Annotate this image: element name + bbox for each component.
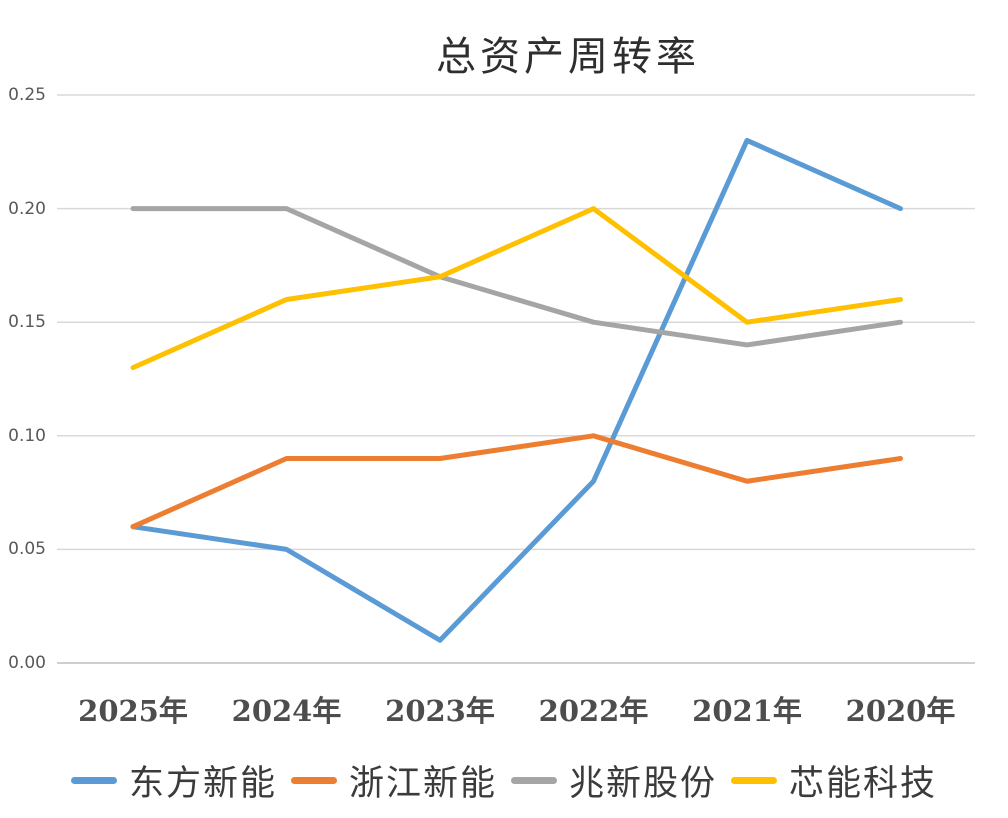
legend-swatch-icon xyxy=(70,776,117,784)
y-tick-label: 0.05 xyxy=(8,539,46,560)
x-axis-label: 2020年 xyxy=(845,694,956,728)
series-line-1 xyxy=(130,433,903,530)
legend-item-0: 东方新能 xyxy=(70,755,277,806)
legend-label: 东方新能 xyxy=(128,763,277,804)
chart-title: 总资产周转率 xyxy=(436,34,700,80)
legend: 东方新能 浙江新能 兆新股份 芯能科技 xyxy=(0,752,1008,808)
x-axis-label: 2025年 xyxy=(78,694,188,728)
legend-label: 浙江新能 xyxy=(348,763,497,804)
x-axis-label: 2022年 xyxy=(538,694,649,728)
series-line-2 xyxy=(130,206,903,348)
legend-item-3: 芯能科技 xyxy=(731,755,937,806)
legend-label: 芯能科技 xyxy=(789,763,938,804)
y-tick-label: 0.00 xyxy=(8,653,46,673)
y-tick-label: 0.25 xyxy=(8,85,46,105)
x-axis-label: 2023年 xyxy=(385,694,495,728)
y-tick-label: 0.20 xyxy=(8,198,46,219)
legend-swatch-icon xyxy=(511,776,557,784)
x-axis-label: 2024年 xyxy=(231,694,342,728)
legend-swatch-icon xyxy=(731,776,778,784)
legend-item-1: 浙江新能 xyxy=(290,755,497,806)
legend-swatch-icon xyxy=(290,776,337,784)
legend-item-2: 兆新股份 xyxy=(511,755,717,806)
legend-label: 兆新股份 xyxy=(569,763,718,804)
y-tick-label: 0.15 xyxy=(8,312,46,333)
series-line-0 xyxy=(130,137,903,643)
series-line-3 xyxy=(130,206,903,371)
x-axis-label: 2021年 xyxy=(692,694,802,728)
y-tick-label: 0.10 xyxy=(8,425,46,446)
